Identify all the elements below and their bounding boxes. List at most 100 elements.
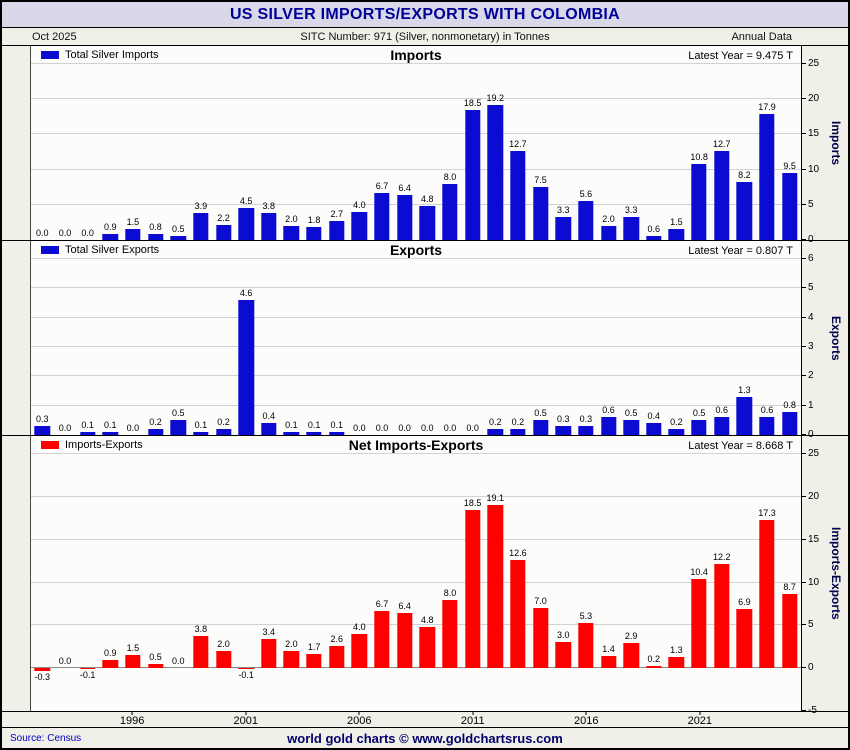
bar-2001 [238, 300, 254, 435]
bar-2023 [736, 182, 753, 240]
bar-value-label: 18.5 [463, 97, 482, 108]
imports-legend-swatch [41, 51, 59, 59]
gridline [31, 203, 801, 205]
left-margin [2, 712, 30, 727]
gridline [31, 316, 801, 318]
imports-panel-header: Total Silver Imports Imports Latest Year… [31, 46, 801, 64]
y-tick-label: 20 [808, 93, 820, 105]
y-tick-mark [802, 98, 806, 100]
bar-value-label: 0.5 [171, 224, 185, 235]
bar-value-label: 0.0 [58, 423, 72, 433]
bar-value-label: 0.9 [103, 648, 117, 659]
bar-value-label: 1.4 [602, 644, 615, 655]
bar-2018 [623, 420, 639, 435]
bar-2021 [691, 579, 707, 669]
x-tick-label: 2011 [460, 715, 485, 727]
exports-plot-area: 0.3 0.0 0.1 0.1 0.0 0.2 0.5 0.1 0.2 4.6 0.4 0.1 0.1 0… [31, 258, 801, 435]
bar-1997 [147, 429, 164, 435]
bar-value-label: 8.0 [443, 171, 457, 182]
footer: Source: Census world gold charts © www.g… [2, 727, 848, 748]
y-tick-mark [802, 239, 806, 240]
date-label: Oct 2025 [32, 30, 77, 43]
bar-value-label: 1.5 [670, 217, 683, 228]
y-tick-label: 10 [808, 576, 820, 588]
bar-value-label: 4.8 [421, 194, 434, 205]
bar-2004 [306, 432, 322, 435]
bar-2000 [215, 651, 232, 669]
y-tick-label: 5 [808, 619, 814, 631]
imports-panel-title: Imports [390, 47, 442, 63]
bar-value-label: 6.9 [738, 597, 751, 608]
bar-2006 [351, 211, 368, 240]
bar-value-label: 0.1 [330, 420, 343, 431]
gridline [31, 453, 801, 454]
bar-value-label: 6.7 [375, 598, 389, 609]
bar-value-label: 18.5 [463, 497, 482, 508]
exports-legend-label: Total Silver Exports [65, 244, 160, 256]
gridline [31, 495, 801, 497]
bar-2009 [419, 627, 436, 669]
net-plot-column: Imports-Exports Net Imports-Exports Late… [30, 436, 802, 711]
bar-2012 [487, 504, 503, 669]
gridline [31, 375, 801, 377]
y-tick-mark [802, 346, 806, 347]
y-tick-mark [802, 316, 806, 318]
bar-value-label: 0.4 [647, 411, 661, 422]
bar-value-label: 0.0 [421, 423, 434, 433]
x-tick-label: 1996 [119, 715, 145, 727]
y-tick-mark [802, 133, 806, 135]
y-tick-mark [802, 710, 806, 711]
gridline [31, 667, 801, 669]
gridline [31, 287, 801, 289]
bar-2022 [714, 150, 730, 240]
y-tick-label: 0 [808, 234, 814, 245]
bar-value-label: 0.2 [488, 417, 502, 428]
bar-2001 [238, 668, 254, 670]
bar-value-label: 12.6 [509, 548, 527, 559]
period-label: Annual Data [731, 30, 792, 43]
bar-value-label: 5.6 [579, 188, 593, 199]
exports-y-axis-title: Exports [824, 241, 848, 435]
bar-value-label: 4.5 [239, 196, 253, 207]
bar-value-label: 6.4 [398, 182, 411, 193]
imports-legend-label: Total Silver Imports [65, 49, 159, 61]
y-tick-label: 0 [808, 662, 814, 674]
bar-value-label: 1.3 [738, 384, 751, 395]
bar-1999 [193, 212, 209, 240]
y-tick-mark [802, 434, 806, 435]
bar-1999 [193, 635, 209, 669]
x-axis: 1996 2001 2006 2011 2016 2021 [30, 712, 802, 727]
bar-value-label: 0.8 [149, 222, 162, 233]
y-tick-label: -5 [808, 705, 817, 716]
net-legend-swatch [41, 441, 59, 449]
y-tick-mark [802, 287, 806, 289]
y-tick-mark [802, 667, 806, 669]
bar-value-label: 0.1 [194, 420, 208, 431]
page-title: US SILVER IMPORTS/EXPORTS WITH COLOMBIA [2, 2, 848, 28]
x-axis-row: 1996 2001 2006 2011 2016 2021 [2, 711, 848, 727]
exports-plot-column: Total Silver Exports Exports Latest Year… [30, 241, 802, 435]
bar-value-label: 0.2 [217, 417, 230, 428]
bar-2024 [759, 519, 775, 669]
bar-1997 [147, 234, 164, 240]
imports-y-axis-title-text: Imports [829, 120, 843, 165]
net-plot-area: -0.3 0.0 -0.1 0.9 1.5 0.5 0.0 3.8 2.0 -0.1 3.4 2.0 1… [31, 453, 801, 711]
bar-value-label: 0.5 [692, 408, 706, 419]
bar-2000 [215, 224, 232, 240]
bar-value-label: 4.0 [353, 621, 366, 632]
bar-value-label: 1.3 [670, 645, 683, 656]
bar-1996 [125, 229, 141, 240]
x-tick-label: 2001 [233, 715, 258, 727]
imports-y-axis-title: Imports [824, 46, 848, 240]
gridline [31, 168, 801, 170]
bar-2005 [329, 432, 345, 435]
bar-2025 [781, 411, 798, 435]
bar-value-label: 3.8 [194, 623, 208, 634]
bar-2019 [646, 235, 662, 240]
bar-2003 [283, 651, 300, 669]
exports-latest-year-label: Latest Year = 0.807 T [688, 245, 793, 257]
bar-value-label: 1.5 [126, 217, 140, 228]
bar-value-label: 0.6 [602, 405, 615, 416]
x-tick-mark [472, 712, 474, 715]
bar-2023 [736, 609, 753, 669]
